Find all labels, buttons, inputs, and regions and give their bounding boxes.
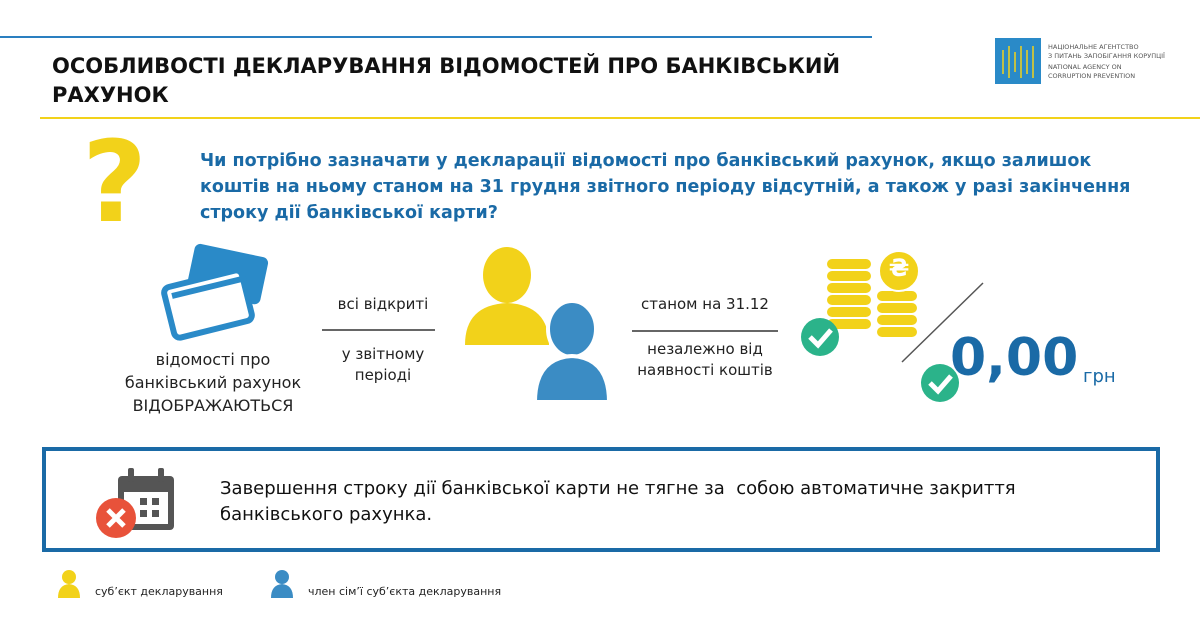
notice-box bbox=[42, 447, 1160, 552]
check-icon bbox=[921, 364, 959, 402]
subject-icon bbox=[465, 247, 549, 345]
legend-label: суб’єкт декларування bbox=[95, 585, 223, 598]
logo-mark bbox=[995, 38, 1041, 84]
logo-line: НАЦІОНАЛЬНЕ АГЕНТСТВО bbox=[1048, 43, 1139, 51]
logo-line: NATIONAL AGENCY ON bbox=[1048, 63, 1122, 71]
legend-label: член сім’ї суб’єкта декларування bbox=[308, 585, 502, 598]
coins-icon bbox=[825, 250, 920, 339]
slash bbox=[901, 282, 984, 363]
caption-text: відомості про банківський рахунок bbox=[124, 350, 302, 392]
legend-icon-subject bbox=[58, 570, 80, 598]
check-icon bbox=[801, 318, 839, 356]
caption-emphasis: ВІДОБРАЖАЮТЬСЯ bbox=[132, 396, 294, 415]
question-mark: ? bbox=[82, 118, 147, 248]
label: у звітному періоді bbox=[341, 345, 425, 384]
unit: грн bbox=[1083, 366, 1116, 387]
check-mark bbox=[928, 374, 953, 395]
amount: 0,00 bbox=[950, 328, 1079, 388]
logo-lines bbox=[1002, 46, 1034, 78]
question: Чи потрібно зазначати у декларації відом… bbox=[200, 151, 1131, 223]
label: станом на 31.12 bbox=[641, 295, 769, 313]
logo-line: CORRUPTION PREVENTION bbox=[1048, 71, 1136, 80]
caption: відомості про банківський рахунок ВІДОБРА… bbox=[108, 348, 318, 417]
notice-text: Завершення строку дії банківської карти … bbox=[220, 478, 1022, 525]
family-icon bbox=[532, 299, 612, 404]
cross-mark bbox=[106, 508, 126, 528]
check-mark bbox=[808, 328, 833, 349]
title: ОСОБЛИВОСТІ ДЕКЛАРУВАННЯ ВІДОМОСТЕЙ ПРО … bbox=[52, 54, 841, 107]
label: всі відкриті bbox=[337, 295, 429, 313]
calendar-icon bbox=[118, 468, 174, 530]
label: незалежно від наявності коштів bbox=[637, 340, 773, 379]
legend-icon-family bbox=[271, 570, 293, 598]
logo-text: НАЦІОНАЛЬНЕ АГЕНТСТВО З ПИТАНЬ ЗАПОБІГАН… bbox=[1048, 43, 1165, 80]
currency-sign: ₴ bbox=[888, 254, 910, 282]
logo-line: З ПИТАНЬ ЗАПОБІГАННЯ КОРУПЦІЇ bbox=[1048, 51, 1165, 60]
cards-icon bbox=[161, 243, 269, 341]
